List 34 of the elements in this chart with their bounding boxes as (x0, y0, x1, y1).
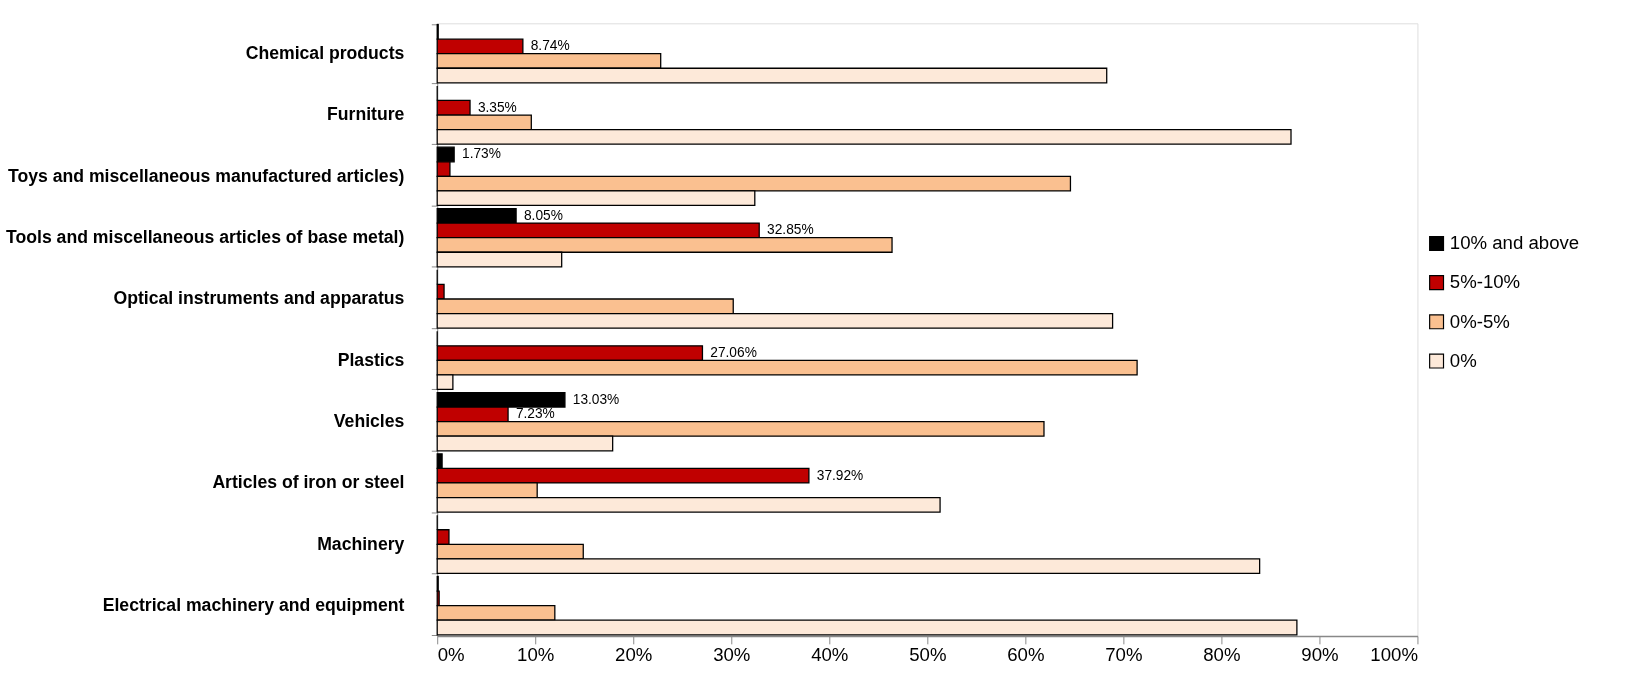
x-tick-label: 80% (1203, 644, 1241, 665)
data-label: 37.92% (816, 467, 864, 483)
x-tick-label: 90% (1301, 644, 1339, 665)
y-tick-label: Toys and miscellaneous manufactured articles) (7, 165, 405, 186)
data-label: 7.23% (515, 406, 555, 422)
y-tick-label: Furniture (327, 104, 405, 125)
x-tick-label: 10% (517, 644, 555, 665)
y-tick-label: Optical instruments and apparatus (113, 288, 405, 309)
y-tick-label: Tools and miscellaneous articles of base metal) (6, 227, 405, 248)
legend-label: 0% (1449, 349, 1477, 371)
x-tick-label: 0% (437, 644, 465, 665)
y-tick-label: Plastics (337, 349, 405, 370)
legend-label: 10% and above (1449, 232, 1580, 254)
data-label: 13.03% (572, 391, 620, 407)
y-tick-label: Chemical products (245, 43, 405, 64)
x-tick-label: 70% (1105, 644, 1143, 665)
x-tick-label: 60% (1007, 644, 1045, 665)
y-tick-label: Machinery (317, 533, 405, 554)
y-tick-label: Vehicles (333, 411, 405, 432)
data-label: 32.85% (767, 222, 814, 238)
data-label: 8.74% (530, 38, 570, 54)
y-tick-label: Articles of iron or steel (212, 472, 405, 493)
legend-label: 0%-5% (1449, 310, 1510, 332)
legend-label: 5%-10% (1449, 271, 1521, 293)
y-tick-label: Electrical machinery and equipment (102, 595, 405, 616)
data-label: 8.05% (523, 207, 563, 223)
x-tick-label: 30% (713, 644, 751, 665)
x-tick-label: 50% (909, 644, 947, 665)
data-label: 3.35% (477, 99, 517, 115)
data-label: 27.06% (710, 344, 757, 360)
x-tick-label: 40% (811, 644, 849, 665)
x-tick-label: 20% (615, 644, 653, 665)
data-label: 1.73% (462, 146, 501, 162)
x-tick-label: 100% (1370, 644, 1418, 665)
